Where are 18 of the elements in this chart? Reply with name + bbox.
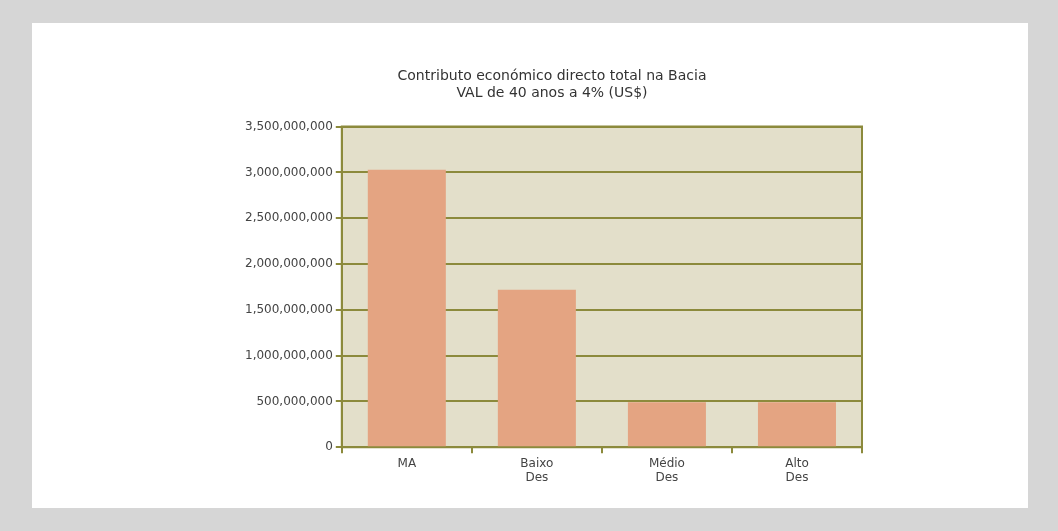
y-tick-label: 1,500,000,000: [244, 301, 333, 316]
x-tick-label: Baixo Des: [520, 455, 554, 484]
y-tick-label: 3,500,000,000: [244, 118, 333, 133]
x-tick-label: MA: [397, 455, 417, 470]
chart-title: Contributo económico directo total na Bacia: [397, 67, 707, 84]
y-tick-label: 3,000,000,000: [244, 164, 333, 179]
bar: [497, 289, 576, 447]
x-tick-label: Médio Des: [648, 455, 685, 484]
bar: [367, 169, 446, 447]
y-tick-label: 0: [325, 439, 333, 454]
y-tick-label: 2,500,000,000: [244, 210, 333, 225]
x-tick-label: Alto Des: [785, 455, 809, 484]
chart-subtitle: VAL de 40 anos a 4% (US$): [456, 83, 648, 100]
bar: [757, 402, 836, 447]
bar: [627, 402, 706, 447]
y-tick-label: 1,000,000,000: [244, 347, 333, 362]
y-tick-label: 500,000,000: [256, 393, 333, 408]
y-tick-label: 2,000,000,000: [244, 256, 333, 271]
